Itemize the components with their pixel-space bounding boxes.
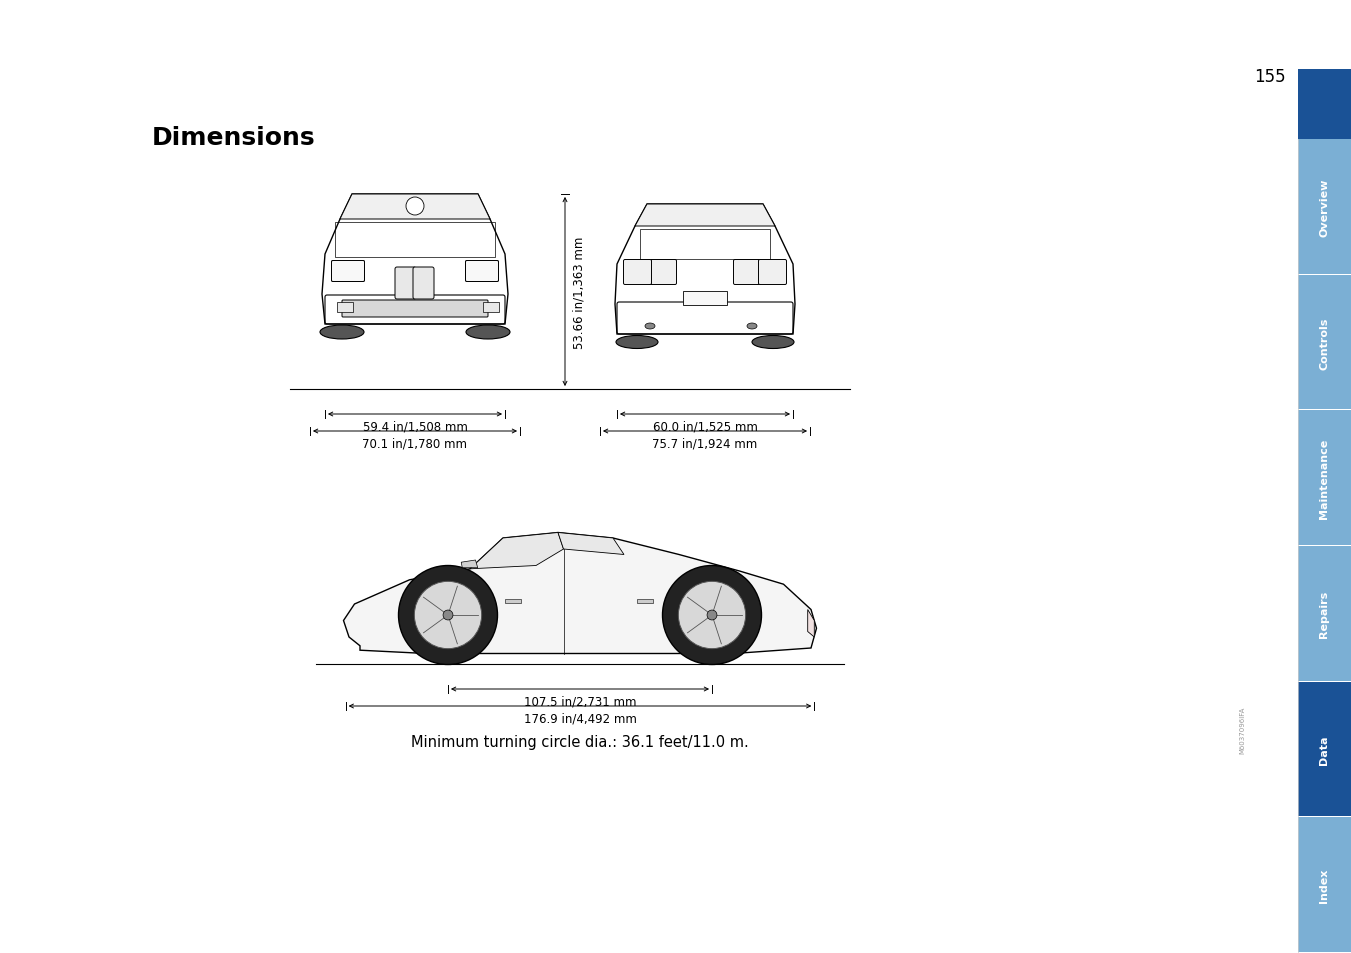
- Text: 176.9 in/4,492 mm: 176.9 in/4,492 mm: [524, 712, 636, 725]
- Ellipse shape: [320, 326, 363, 339]
- Text: Maintenance: Maintenance: [1320, 438, 1329, 518]
- Bar: [640, 230, 770, 260]
- Ellipse shape: [747, 324, 757, 330]
- Ellipse shape: [644, 324, 655, 330]
- FancyBboxPatch shape: [331, 261, 365, 282]
- Circle shape: [707, 611, 717, 620]
- Polygon shape: [340, 194, 490, 220]
- Bar: [1298, 140, 1351, 274]
- FancyBboxPatch shape: [413, 268, 434, 299]
- Circle shape: [662, 566, 762, 665]
- FancyBboxPatch shape: [466, 261, 499, 282]
- Text: Mö037096IFA: Mö037096IFA: [1239, 705, 1246, 753]
- Bar: [484, 303, 499, 313]
- Text: 70.1 in/1,780 mm: 70.1 in/1,780 mm: [362, 437, 467, 451]
- FancyBboxPatch shape: [758, 260, 786, 285]
- Text: Controls: Controls: [1320, 317, 1329, 370]
- Bar: [1298, 275, 1351, 410]
- Polygon shape: [635, 205, 775, 227]
- Polygon shape: [470, 533, 563, 569]
- Bar: [1298, 70, 1351, 140]
- Circle shape: [407, 198, 424, 215]
- Polygon shape: [808, 610, 815, 638]
- Text: 107.5 in/2,731 mm: 107.5 in/2,731 mm: [524, 696, 636, 708]
- Bar: [336, 303, 353, 313]
- Text: Index: Index: [1320, 868, 1329, 902]
- Circle shape: [443, 611, 453, 620]
- Polygon shape: [343, 533, 816, 654]
- FancyBboxPatch shape: [624, 260, 651, 285]
- FancyBboxPatch shape: [734, 260, 762, 285]
- Bar: [1298, 818, 1351, 952]
- Text: Minimum turning circle dia.: 36.1 feet/11.0 m.: Minimum turning circle dia.: 36.1 feet/1…: [411, 734, 748, 749]
- Bar: [684, 292, 727, 306]
- Circle shape: [399, 566, 497, 665]
- Text: 155: 155: [1254, 68, 1286, 86]
- Text: 53.66 in/1,363 mm: 53.66 in/1,363 mm: [571, 236, 585, 349]
- Bar: [335, 223, 494, 257]
- Bar: [638, 598, 653, 603]
- Bar: [505, 598, 520, 603]
- Text: Overview: Overview: [1320, 178, 1329, 236]
- Bar: [1298, 411, 1351, 545]
- Polygon shape: [558, 533, 624, 555]
- Bar: [1298, 682, 1351, 817]
- Text: Dimensions: Dimensions: [153, 126, 316, 150]
- Ellipse shape: [616, 336, 658, 349]
- Circle shape: [678, 581, 746, 649]
- FancyBboxPatch shape: [648, 260, 677, 285]
- Text: Repairs: Repairs: [1320, 591, 1329, 638]
- Text: Data: Data: [1320, 735, 1329, 764]
- Ellipse shape: [466, 326, 509, 339]
- FancyBboxPatch shape: [331, 261, 365, 282]
- Polygon shape: [461, 560, 478, 568]
- Text: 75.7 in/1,924 mm: 75.7 in/1,924 mm: [653, 437, 758, 451]
- FancyBboxPatch shape: [394, 268, 416, 299]
- Ellipse shape: [753, 336, 794, 349]
- Bar: [1298, 546, 1351, 681]
- Bar: [1298, 0, 1351, 140]
- FancyBboxPatch shape: [342, 301, 488, 317]
- Text: 59.4 in/1,508 mm: 59.4 in/1,508 mm: [362, 420, 467, 434]
- FancyBboxPatch shape: [466, 261, 499, 282]
- Text: 60.0 in/1,525 mm: 60.0 in/1,525 mm: [653, 420, 758, 434]
- Circle shape: [415, 581, 482, 649]
